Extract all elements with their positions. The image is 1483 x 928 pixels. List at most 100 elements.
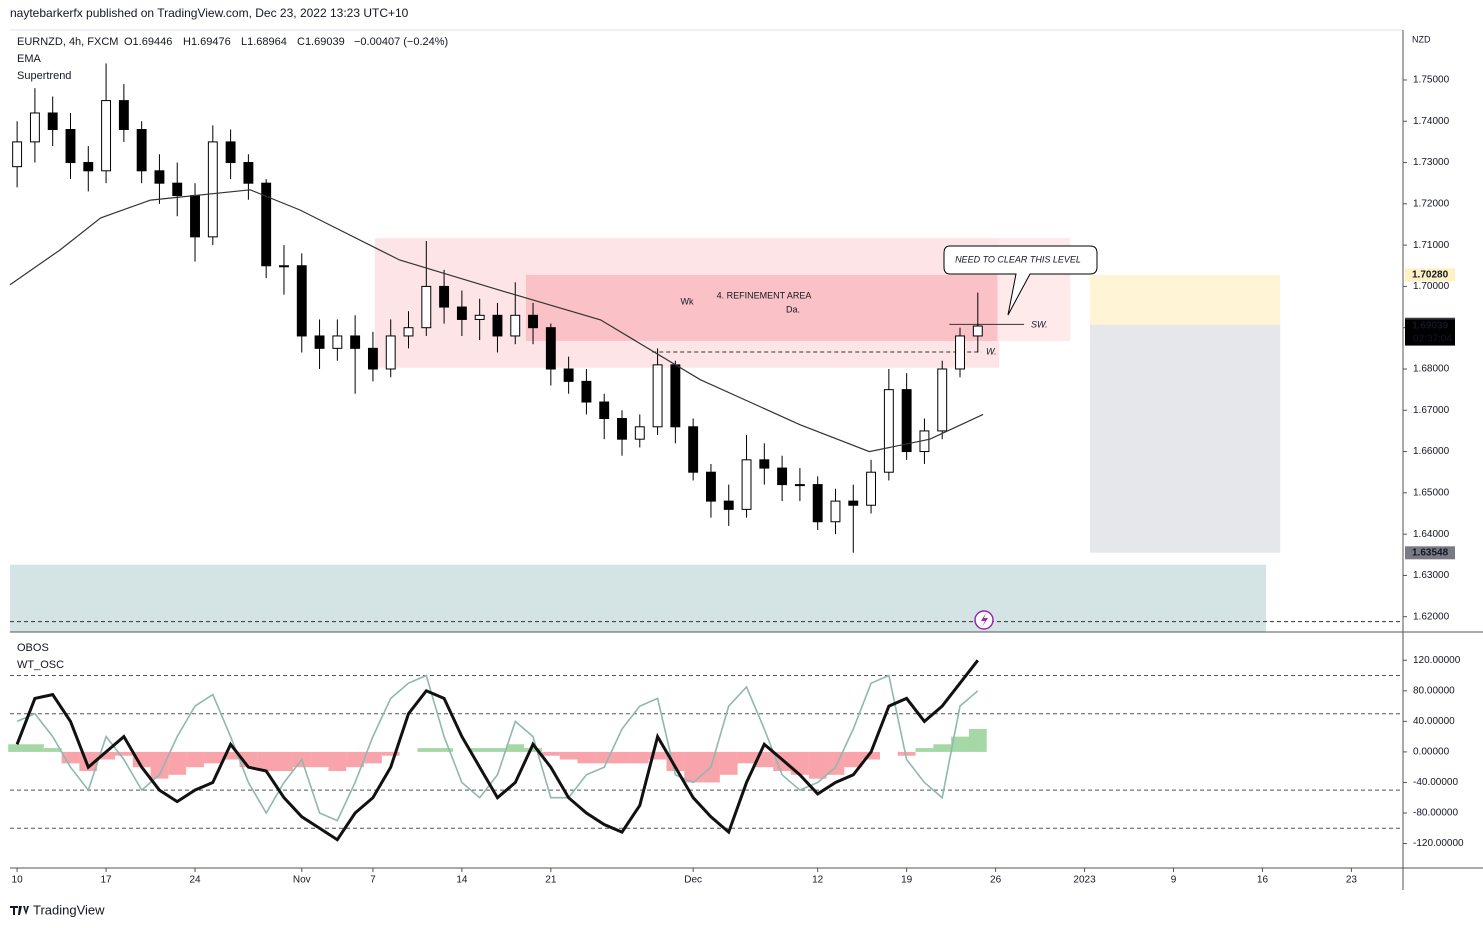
- open: O1.69446: [124, 36, 172, 48]
- candle-body: [261, 182, 272, 267]
- x-tick-label: Nov: [293, 875, 311, 886]
- zone: [1089, 324, 1281, 553]
- osc-line: [15, 659, 979, 842]
- histogram-bar: [524, 748, 542, 752]
- candle-body: [279, 265, 289, 268]
- histogram-bar: [808, 751, 827, 779]
- annotation: Wk: [681, 296, 694, 306]
- candle-body: [866, 471, 877, 506]
- histogram-bar: [221, 751, 240, 760]
- candle-body: [510, 314, 521, 337]
- candle-body: [350, 335, 361, 349]
- x-tick-label: 14: [456, 875, 468, 886]
- x-tick-label: 21: [545, 875, 557, 886]
- histogram-bar: [257, 751, 276, 772]
- histogram-bar: [684, 751, 703, 783]
- candle-body: [812, 484, 823, 523]
- histogram-bar: [186, 751, 204, 768]
- annotation: SW.: [1031, 319, 1048, 329]
- candle-body: [937, 368, 948, 432]
- candle-body: [456, 306, 467, 320]
- candle-body: [439, 285, 450, 308]
- candle-body: [581, 380, 592, 403]
- price-tag-label: 1.70280: [1412, 269, 1449, 280]
- histogram-bar: [506, 744, 525, 752]
- candle-body: [118, 100, 129, 131]
- candle-body: [172, 182, 183, 197]
- candle-body: [12, 141, 23, 168]
- x-tick-label: 9: [1171, 875, 1177, 886]
- alert-icon[interactable]: [974, 610, 994, 630]
- low: L1.68964: [241, 36, 287, 48]
- price-tag-label: 1.63548: [1412, 547, 1449, 558]
- candle-body: [225, 141, 236, 164]
- candle-body: [759, 459, 770, 469]
- candle-body: [385, 335, 396, 370]
- alert-bolt: [981, 613, 988, 627]
- x-tick-label: 12: [812, 875, 824, 886]
- x-tick-label: 23: [1346, 875, 1358, 886]
- y-tick-label: 0.00000: [1413, 747, 1450, 758]
- candle-body: [154, 170, 165, 184]
- price-tag-label: 1.69039: [1412, 321, 1449, 332]
- candle-body: [955, 335, 965, 370]
- candle-body: [741, 459, 752, 510]
- candle-body: [545, 327, 556, 370]
- candle-body: [777, 467, 788, 486]
- x-tick-label: 24: [189, 875, 201, 886]
- candle-body: [634, 426, 645, 440]
- y-tick-label: 1.64000: [1413, 529, 1450, 540]
- grid: [10, 675, 1403, 829]
- countdown: 02:37:04: [1413, 334, 1452, 345]
- candle-body: [190, 195, 200, 238]
- candle-body: [670, 364, 681, 428]
- y-tick-label: 1.73000: [1413, 157, 1450, 168]
- histogram-bar: [381, 751, 400, 756]
- candle-body: [688, 426, 699, 473]
- candle-body: [972, 325, 983, 337]
- y-tick-label: -80.00000: [1413, 808, 1458, 819]
- histogram-bar: [97, 751, 115, 760]
- price-tag: [1405, 268, 1455, 282]
- candle-body: [617, 418, 627, 440]
- indicator: WT_OSC: [17, 659, 64, 671]
- histogram-bar: [203, 751, 222, 764]
- candle-body: [706, 471, 716, 502]
- y-tick-label: 1.68000: [1413, 364, 1450, 375]
- histogram-bar: [275, 751, 293, 772]
- histogram-bar: [577, 751, 596, 764]
- histogram-bar: [541, 751, 560, 756]
- histogram-bar: [951, 736, 969, 752]
- candle-body: [723, 500, 734, 510]
- histogram-bar: [364, 751, 382, 764]
- zone: [525, 274, 998, 341]
- candle-body: [652, 364, 663, 428]
- histogram-bar: [933, 744, 952, 752]
- histogram-bar: [417, 748, 436, 752]
- histogram-bar: [8, 744, 27, 752]
- ema-line: [9, 189, 984, 453]
- annotation: W.: [986, 346, 997, 356]
- annotation: NEED TO CLEAR THIS LEVEL: [955, 254, 1081, 264]
- candle-body: [848, 500, 859, 506]
- high: H1.69476: [183, 36, 231, 48]
- candle-body: [83, 162, 94, 172]
- candle-body: [65, 129, 76, 164]
- histogram-bar: [168, 751, 187, 775]
- candle-body: [243, 162, 254, 184]
- histogram-bar: [613, 751, 631, 764]
- indicator: Supertrend: [17, 70, 71, 82]
- histogram-bar: [844, 751, 863, 768]
- histogram-bar: [61, 751, 80, 764]
- header: naytebarkerfx published on TradingView.c…: [10, 6, 409, 20]
- histogram-bar: [719, 751, 738, 775]
- histogram-bar: [346, 751, 365, 768]
- zone: [1089, 274, 1281, 325]
- legend: EURNZD, 4h, FXCM O1.69446 H1.69476 L1.68…: [17, 36, 448, 671]
- y-tick-label: 120.00000: [1413, 655, 1461, 666]
- histogram-bar: [559, 751, 578, 760]
- x-tick-label: 26: [990, 875, 1002, 886]
- histogram-bar: [26, 744, 44, 752]
